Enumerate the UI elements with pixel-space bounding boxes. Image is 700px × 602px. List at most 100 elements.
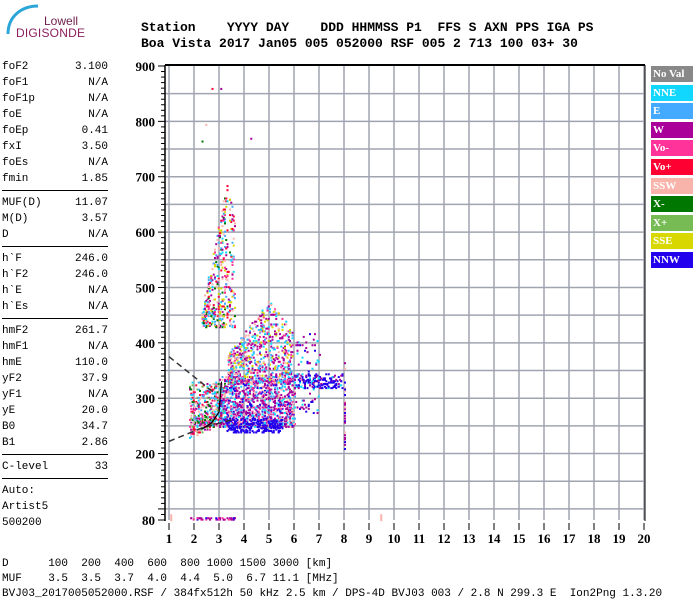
echo-point: [211, 268, 214, 271]
echo-point: [219, 319, 221, 322]
echo-point: [237, 387, 240, 390]
echo-point: [235, 364, 238, 367]
echo-point: [291, 391, 294, 394]
echo-point: [240, 356, 243, 359]
echo-point: [261, 391, 264, 394]
echo-point: [285, 417, 288, 420]
echo-point: [226, 378, 229, 381]
echo-point: [270, 302, 273, 305]
echo-point: [214, 399, 216, 402]
echo-point: [315, 380, 318, 383]
echo-point: [241, 398, 244, 401]
echo-point: [245, 428, 248, 431]
echo-point: [262, 340, 265, 343]
echo-point: [261, 395, 264, 398]
echo-point: [274, 388, 276, 391]
echo-point: [299, 377, 301, 380]
echo-point: [189, 385, 191, 388]
echo-point: [335, 382, 338, 385]
echo-point: [231, 255, 234, 258]
echo-point: [264, 421, 266, 424]
echo-point: [229, 355, 231, 358]
echo-point: [191, 381, 194, 384]
echo-point: [270, 410, 273, 413]
echo-point: [245, 358, 248, 361]
echo-point: [261, 380, 264, 383]
echo-point: [241, 338, 244, 341]
echo-point: [234, 225, 236, 228]
echo-point: [264, 396, 266, 399]
echo-point: [214, 324, 216, 327]
param-row: fxI 3.50: [2, 139, 108, 155]
echo-point: [206, 389, 209, 392]
echo-point: [281, 424, 284, 427]
echo-point: [251, 335, 254, 338]
echo-point: [286, 418, 289, 421]
echo-point: [270, 323, 273, 326]
echo-point: [247, 424, 250, 427]
echo-point: [256, 364, 259, 367]
echo-point: [284, 417, 286, 420]
echo-point: [221, 219, 224, 222]
echo-point: [274, 323, 276, 326]
echo-point: [252, 334, 255, 337]
echo-point: [221, 388, 224, 391]
echo-point: [249, 427, 251, 430]
echo-point: [281, 356, 284, 359]
echo-point: [257, 425, 260, 428]
echo-point: [207, 396, 210, 399]
echo-point: [297, 384, 300, 387]
echo-point: [275, 402, 278, 405]
echo-point: [280, 363, 283, 366]
echo-point: [230, 428, 233, 431]
echo-point: [304, 349, 306, 352]
echo-point: [217, 279, 220, 282]
echo-point: [264, 355, 266, 358]
echo-point: [246, 378, 249, 381]
echo-point: [254, 323, 256, 326]
echo-point: [201, 423, 204, 426]
echo-point: [291, 410, 294, 413]
echo-point: [261, 416, 264, 419]
echo-point: [252, 416, 255, 419]
echo-point: [219, 423, 221, 426]
echo-point: [225, 391, 228, 394]
echo-point: [277, 394, 280, 397]
echo-point: [284, 346, 286, 349]
echo-point: [344, 448, 346, 451]
echo-point: [227, 373, 230, 376]
echo-point: [225, 380, 228, 383]
echo-point: [221, 277, 224, 280]
echo-point: [262, 421, 265, 424]
echo-point: [242, 420, 245, 423]
echo-point: [312, 412, 315, 415]
echo-point: [245, 373, 248, 376]
echo-point: [291, 376, 294, 379]
echo-point: [274, 348, 276, 351]
legend-item-nnw: NNW: [651, 251, 693, 268]
echo-point: [289, 412, 291, 415]
echo-point: [296, 385, 299, 388]
echo-point: [259, 418, 261, 421]
echo-point: [219, 252, 221, 255]
echo-point: [270, 391, 273, 394]
echo-point: [222, 417, 225, 420]
echo-point: [234, 389, 236, 392]
echo-point: [207, 388, 210, 391]
echo-point: [269, 430, 271, 433]
echo-point: [214, 287, 216, 290]
echo-point: [237, 380, 240, 383]
echo-point: [227, 428, 230, 431]
echo-point: [226, 412, 229, 415]
echo-point: [191, 412, 194, 415]
echo-point: [234, 293, 236, 295]
echo-point: [306, 387, 309, 390]
echo-point: [231, 261, 234, 264]
echo-point: [220, 400, 223, 403]
echo-point: [197, 403, 200, 406]
echo-point: [246, 364, 249, 367]
echo-point: [287, 405, 290, 408]
echo-point: [297, 387, 300, 390]
echo-point: [264, 320, 266, 323]
echo-point: [247, 414, 250, 417]
